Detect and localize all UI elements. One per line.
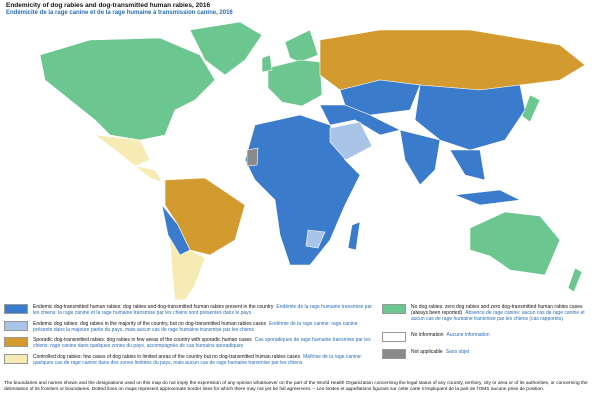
disclaimer: The boundaries and names shown and the d… bbox=[4, 381, 588, 392]
legend-text: No information Aucune information bbox=[411, 332, 490, 338]
legend-label-fr: Endémie de la rage canine: rage canine p… bbox=[33, 321, 358, 333]
legend-text: Not applicable Sans objet bbox=[411, 349, 469, 355]
india bbox=[399, 129, 441, 186]
legend-label-en: Endemic dog-transmitted human rabies: do… bbox=[33, 304, 274, 310]
legend-swatch bbox=[4, 354, 28, 364]
world-map bbox=[39, 21, 586, 301]
legend-text: Sporadic dog-transmitted rabies: dog rab… bbox=[33, 337, 374, 349]
legend-label-en: No information bbox=[411, 332, 444, 338]
legend-swatch bbox=[382, 332, 406, 342]
legend-item: Endemic dog rabies: dog rabies in the ma… bbox=[4, 321, 374, 333]
western-sahara bbox=[246, 147, 259, 167]
south-america-north bbox=[164, 177, 246, 256]
legend-label-en: Sporadic dog-transmitted rabies: dog rab… bbox=[33, 337, 252, 343]
legend-label-fr: Aucune information bbox=[446, 332, 490, 338]
indonesia bbox=[454, 189, 522, 206]
andes bbox=[161, 204, 191, 256]
new-zealand bbox=[567, 267, 583, 293]
mexico bbox=[93, 134, 151, 167]
legend-label-fr: Sans objet bbox=[445, 349, 470, 355]
australia bbox=[469, 211, 561, 276]
legend-item: Sporadic dog-transmitted rabies: dog rab… bbox=[4, 337, 374, 349]
legend-swatch bbox=[4, 321, 28, 331]
legend-label-fr: Endémie de la rage humaine transmise par… bbox=[33, 304, 373, 316]
legend-text: No dog rabies: zero dog rabies and zero … bbox=[411, 304, 596, 322]
central-america bbox=[134, 165, 163, 183]
southern-africa bbox=[305, 229, 326, 249]
southeast-asia bbox=[449, 149, 486, 181]
legend-label-en: Not applicable bbox=[411, 349, 443, 355]
legend-swatch bbox=[4, 337, 28, 347]
antarctic-islands bbox=[225, 287, 237, 298]
north-america bbox=[39, 37, 216, 141]
russia bbox=[319, 29, 586, 91]
greenland bbox=[189, 21, 263, 76]
legend-item: Endemic dog-transmitted human rabies: do… bbox=[4, 304, 374, 316]
legend-label-en: Controlled dog rabies: few cases of dog … bbox=[33, 354, 301, 360]
map-subtitle: Endémicité de la rage canine et de la ra… bbox=[6, 10, 233, 16]
madagascar bbox=[347, 221, 361, 251]
legend-label-fr: Absence de rage canine: aucun cas de rag… bbox=[411, 310, 585, 322]
uk bbox=[261, 54, 273, 73]
legend-item: Not applicable Sans objet bbox=[382, 349, 596, 359]
legend-label-fr: Cas sporadiques de rage humaine transmis… bbox=[33, 337, 371, 349]
legend-label-en: No dog rabies: zero dog rabies and zero … bbox=[411, 304, 583, 316]
legend-text: Controlled dog rabies: few cases of dog … bbox=[33, 354, 374, 366]
legend-label-en: Endemic dog rabies: dog rabies in the ma… bbox=[33, 321, 267, 327]
legend-item: No dog rabies: zero dog rabies and zero … bbox=[382, 304, 596, 322]
europe bbox=[267, 59, 323, 107]
legend: Endemic dog-transmitted human rabies: do… bbox=[4, 304, 596, 378]
legend-swatch bbox=[4, 304, 28, 314]
legend-swatch bbox=[382, 304, 406, 314]
china bbox=[414, 84, 526, 151]
legend-text: Endemic dog rabies: dog rabies in the ma… bbox=[33, 321, 374, 333]
southern-cone bbox=[169, 239, 206, 301]
middle-east bbox=[319, 104, 401, 136]
legend-text: Endemic dog-transmitted human rabies: do… bbox=[33, 304, 374, 316]
arabia bbox=[329, 121, 373, 161]
legend-label-fr: Maîtrise de la rage canine: quelques cas… bbox=[33, 354, 363, 366]
legend-swatch bbox=[382, 349, 406, 359]
legend-item: Controlled dog rabies: few cases of dog … bbox=[4, 354, 374, 366]
legend-item: No information Aucune information bbox=[382, 332, 596, 342]
map-title: Endemicity of dog rabies and dog-transmi… bbox=[6, 2, 211, 9]
scandinavia bbox=[284, 29, 319, 63]
